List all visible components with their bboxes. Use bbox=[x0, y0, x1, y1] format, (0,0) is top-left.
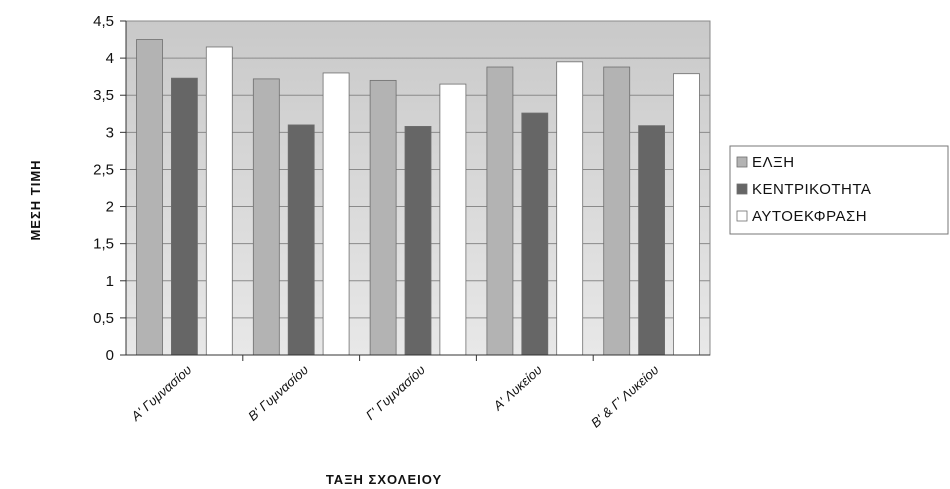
y-tick-label: 4 bbox=[106, 50, 114, 67]
x-category-label: Α' Λυκείου bbox=[490, 362, 545, 414]
y-axis-title: ΜΕΣΗ ΤΙΜΗ bbox=[28, 159, 43, 240]
bar-2 bbox=[287, 124, 315, 356]
y-tick-label: 0,5 bbox=[93, 310, 114, 327]
x-category-label: Γ' Γυμνασίου bbox=[363, 362, 428, 423]
bar-3 bbox=[556, 61, 584, 356]
bar-2 bbox=[638, 125, 665, 356]
legend-label: ΑΥΤΟΕΚΦΡΑΣΗ bbox=[752, 208, 867, 225]
legend-box bbox=[729, 145, 949, 235]
bar-3 bbox=[322, 72, 350, 356]
x-category-label: Α' Γυμνασίου bbox=[128, 362, 195, 424]
bar-2 bbox=[521, 112, 549, 356]
x-axis-title: ΤΑΞΗ ΣΧΟΛΕΙΟΥ bbox=[326, 472, 442, 487]
bar-1 bbox=[486, 66, 514, 356]
y-tick-label: 2,5 bbox=[93, 161, 114, 178]
y-tick-label: 0 bbox=[106, 347, 114, 364]
y-tick-label: 3 bbox=[106, 124, 114, 141]
bar-3 bbox=[673, 73, 700, 356]
legend-label: ΚΕΝΤΡΙΚΟΤΗΤΑ bbox=[752, 181, 871, 198]
y-tick-label: 2 bbox=[106, 199, 114, 216]
bar-3 bbox=[205, 46, 233, 356]
axes bbox=[120, 20, 710, 361]
legend: ΕΛΞΗ ΚΕΝΤΡΙΚΟΤΗΤΑ ΑΥΤΟΕΚΦΡΑΣΗ bbox=[729, 145, 949, 235]
bar-1 bbox=[369, 79, 397, 356]
y-tick-label: 3,5 bbox=[93, 87, 114, 104]
bar-3 bbox=[439, 83, 467, 356]
legend-label: ΕΛΞΗ bbox=[752, 154, 795, 171]
bars bbox=[136, 39, 700, 356]
y-tick-label: 1 bbox=[106, 273, 114, 290]
legend-swatch bbox=[736, 210, 748, 222]
x-category-label: Β' & Γ' Λυκείου bbox=[588, 362, 662, 430]
legend-swatch bbox=[736, 156, 748, 168]
bar-1 bbox=[603, 66, 631, 356]
y-tick-labels: 0 0,5 1 1,5 2 2,5 3 3,5 4 4,5 bbox=[93, 13, 114, 364]
y-tick-label: 4,5 bbox=[93, 13, 114, 30]
bar-1 bbox=[136, 39, 163, 356]
y-tick-label: 1,5 bbox=[93, 236, 114, 253]
bar-2 bbox=[404, 125, 432, 356]
legend-swatch bbox=[736, 183, 748, 195]
bar-2 bbox=[170, 77, 198, 356]
x-category-labels: Α' Γυμνασίου Β' Γυμνασίου Γ' Γυμνασίου Α' Λ… bbox=[128, 362, 662, 430]
x-category-label: Β' Γυμνασίου bbox=[245, 362, 311, 424]
bar-1 bbox=[252, 78, 280, 356]
